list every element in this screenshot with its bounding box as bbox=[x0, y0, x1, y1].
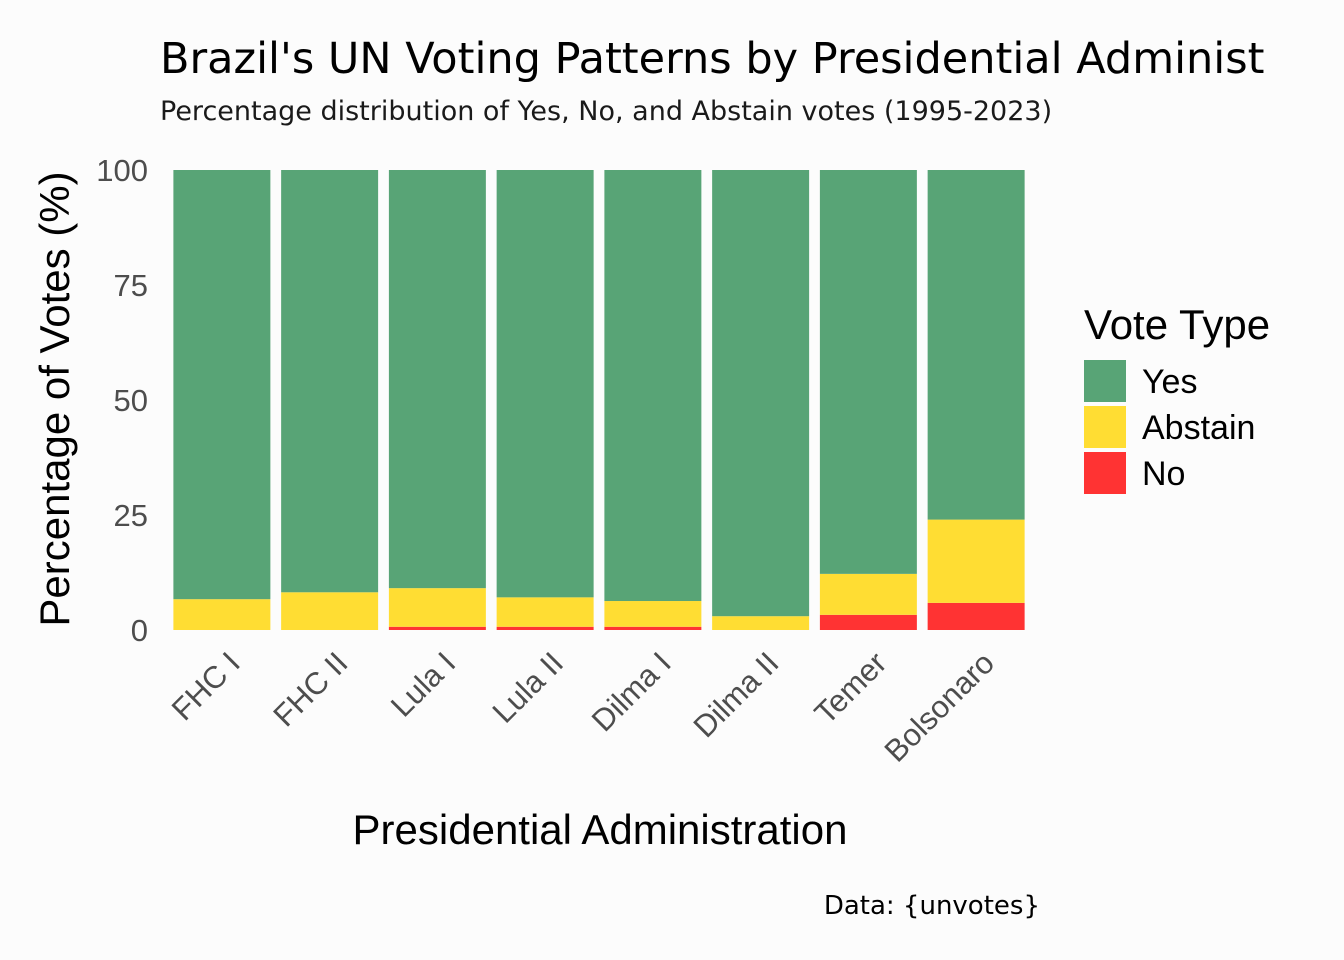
legend-label-yes: Yes bbox=[1142, 363, 1197, 401]
x-tick-label: Bolsonaro bbox=[878, 645, 1001, 768]
bar-yes-2 bbox=[388, 170, 486, 589]
legend: Vote Type Yes Abstain No bbox=[1084, 301, 1270, 494]
bar-yes-4 bbox=[604, 170, 702, 602]
y-axis-ticks: 0 25 50 75 100 bbox=[96, 153, 148, 648]
legend-key-yes bbox=[1084, 360, 1126, 402]
bar-no-2 bbox=[388, 626, 486, 630]
bar-abstain-7 bbox=[927, 519, 1025, 603]
y-axis-title: Percentage of Votes (%) bbox=[31, 171, 78, 626]
bar-no-6 bbox=[819, 614, 917, 630]
chart-subtitle: Percentage distribution of Yes, No, and … bbox=[160, 96, 1052, 127]
bar-no-7 bbox=[927, 602, 1025, 630]
bar-abstain-5 bbox=[712, 616, 810, 630]
legend-label-no: No bbox=[1142, 455, 1185, 493]
bar-abstain-1 bbox=[281, 592, 379, 630]
bar-yes-0 bbox=[173, 170, 271, 600]
y-tick-label: 0 bbox=[131, 613, 148, 648]
bar-abstain-4 bbox=[604, 601, 702, 627]
bar-abstain-3 bbox=[496, 597, 594, 627]
bar-yes-3 bbox=[496, 170, 594, 598]
x-tick-label: Lula I bbox=[384, 645, 462, 723]
x-axis-ticks: FHC I FHC II Lula I Lula II Dilma I Dilma II T… bbox=[165, 645, 1001, 768]
bar-abstain-0 bbox=[173, 599, 271, 630]
legend-title: Vote Type bbox=[1084, 301, 1270, 348]
chart-title: Brazil's UN Voting Patterns by President… bbox=[160, 34, 1265, 84]
x-tick-label: FHC I bbox=[165, 645, 247, 727]
x-tick-label: Temer bbox=[808, 645, 894, 731]
y-tick-label: 50 bbox=[114, 383, 148, 418]
legend-label-abstain: Abstain bbox=[1142, 409, 1255, 447]
bar-no-4 bbox=[604, 626, 702, 630]
bar-yes-6 bbox=[819, 170, 917, 574]
bars bbox=[173, 170, 1025, 630]
bar-abstain-2 bbox=[388, 588, 486, 627]
bar-yes-1 bbox=[281, 170, 379, 593]
bar-yes-7 bbox=[927, 170, 1025, 520]
x-tick-label: Dilma I bbox=[585, 645, 678, 738]
legend-items: Yes Abstain No bbox=[1084, 360, 1255, 494]
y-tick-label: 100 bbox=[96, 153, 148, 188]
x-tick-label: FHC II bbox=[266, 645, 354, 733]
y-tick-label: 25 bbox=[114, 498, 148, 533]
y-tick-label: 75 bbox=[114, 268, 148, 303]
bar-abstain-6 bbox=[819, 573, 917, 615]
x-tick-label: Lula II bbox=[486, 645, 570, 729]
x-tick-label: Dilma II bbox=[687, 645, 786, 744]
x-axis-title: Presidential Administration bbox=[353, 806, 848, 853]
bar-yes-5 bbox=[712, 170, 810, 617]
bar-no-3 bbox=[496, 626, 594, 630]
legend-key-abstain bbox=[1084, 406, 1126, 448]
chart-caption: Data: {unvotes} bbox=[824, 891, 1040, 921]
legend-key-no bbox=[1084, 452, 1126, 494]
